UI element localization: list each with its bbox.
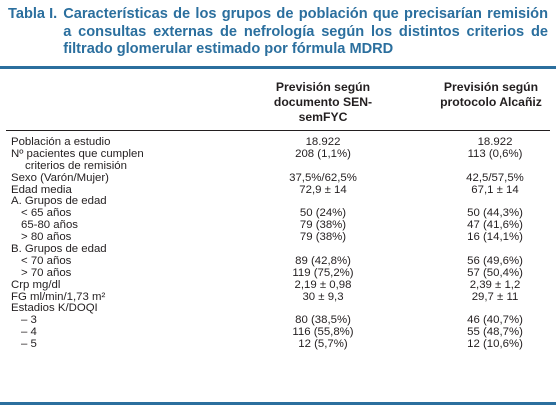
cell-alcaniz: 56 (49,6%) [467, 254, 523, 267]
column-header-alcaniz: Previsión según protocolo Alcañiz [435, 80, 547, 110]
table-row: Estadios K/DOQI [0, 303, 556, 315]
table-title: Características de los grupos de poblaci… [63, 6, 548, 57]
table-body: Población a estudio 18.922 18.922 Nº pacien… [0, 136, 556, 351]
row-label: > 80 años [21, 231, 72, 244]
table-caption: Tabla I. Características de los grupos d… [8, 6, 548, 59]
top-rule [0, 66, 556, 69]
row-label: FG ml/min/1,73 m² [11, 290, 106, 303]
table-row: – 3 80 (38,5%) 46 (40,7%) [0, 314, 556, 327]
cell-alcaniz: 2,39 ± 1,2 [469, 278, 521, 291]
cell-sen-semfyc: 12 (5,7%) [298, 338, 348, 351]
table-row: > 70 años 119 (75,2%) 57 (50,4%) [0, 266, 556, 280]
row-label: Crp mg/dl [11, 278, 61, 291]
cell-sen-semfyc: 50 (24%) [299, 207, 347, 220]
table-row: < 65 años 50 (24%) 50 (44,3%) [0, 207, 556, 220]
row-label: 65-80 años [21, 219, 78, 232]
cell-alcaniz: 55 (48,7%) [467, 326, 523, 339]
cell-sen-semfyc: 72,9 ± 14 [299, 183, 347, 196]
cell-alcaniz: 18.922 [477, 136, 513, 148]
table-row: > 80 años 79 (38%) 16 (14,1%) [0, 231, 556, 244]
cell-alcaniz: 113 (0,6%) [467, 147, 523, 160]
cell-alcaniz: 67,1 ± 14 [471, 183, 519, 196]
column-header-line: Previsión según [443, 80, 539, 94]
row-label: criterios de remisión [25, 159, 127, 172]
row-label: Sexo (Varón/Mujer) [11, 171, 109, 184]
row-label: – 5 [21, 338, 37, 351]
table-row: Población a estudio 18.922 18.922 [0, 136, 556, 149]
cell-alcaniz: 57 (50,4%) [467, 266, 523, 279]
table-label: Tabla I. [8, 6, 58, 22]
row-label: Estadios K/DOQI [11, 302, 98, 315]
cell-sen-semfyc: 79 (38%) [299, 219, 347, 232]
table-row: A. Grupos de edad [0, 196, 556, 208]
column-header-sen-semfyc: Previsión según documento SEN- semFYC [248, 80, 398, 124]
row-label: A. Grupos de edad [11, 195, 107, 208]
row-label: Población a estudio [11, 136, 111, 148]
row-label: < 65 años [21, 207, 72, 220]
table-row: Nº pacientes que cumplen 208 (1,1%) 113 (0… [0, 147, 556, 161]
cell-alcaniz: 47 (41,6%) [467, 219, 523, 232]
table-row: Crp mg/dl 2,19 ± 0,98 2,39 ± 1,2 [0, 278, 556, 292]
header-rule [6, 130, 550, 131]
cell-alcaniz: 50 (44,3%) [467, 207, 523, 220]
table-row: – 4 116 (55,8%) 55 (48,7%) [0, 326, 556, 339]
cell-sen-semfyc: 116 (55,8%) [292, 326, 354, 339]
row-label: – 4 [21, 326, 37, 339]
table-row: < 70 años 89 (42,8%) 56 (49,6%) [0, 254, 556, 268]
column-header-line: semFYC [298, 109, 348, 124]
table-row: B. Grupos de edad [0, 243, 556, 256]
table-row: criterios de remisión [0, 159, 556, 173]
row-label: Edad media [11, 183, 72, 196]
cell-sen-semfyc: 80 (38,5%) [295, 314, 351, 327]
row-label: < 70 años [21, 254, 72, 267]
row-label: > 70 años [21, 266, 72, 279]
column-header-line: Previsión según [275, 80, 371, 94]
table-row: Edad media 72,9 ± 14 67,1 ± 14 [0, 183, 556, 197]
cell-alcaniz: 42,5/57,5% [466, 171, 524, 184]
cell-sen-semfyc: 79 (38%) [299, 231, 347, 244]
row-label: Nº pacientes que cumplen [11, 147, 144, 160]
cell-sen-semfyc: 37,5%/62,5% [289, 171, 357, 184]
table-row: 65-80 años 79 (38%) 47 (41,6%) [0, 219, 556, 232]
cell-sen-semfyc: 30 ± 9,3 [302, 290, 344, 303]
cell-alcaniz: 29,7 ± 11 [471, 290, 519, 303]
column-header-line: documento SEN- [273, 94, 373, 109]
cell-alcaniz: 46 (40,7%) [467, 314, 523, 327]
cell-alcaniz: 16 (14,1%) [467, 231, 523, 244]
row-label: – 3 [21, 314, 37, 327]
cell-sen-semfyc: 208 (1,1%) [295, 147, 351, 160]
cell-sen-semfyc: 2,19 ± 0,98 [294, 278, 352, 291]
column-header-line: protocolo Alcañiz [440, 94, 542, 109]
row-label: B. Grupos de edad [11, 243, 107, 256]
table-row: FG ml/min/1,73 m² 30 ± 9,3 29,7 ± 11 [0, 290, 556, 304]
table-row: Sexo (Varón/Mujer) 37,5%/62,5% 42,5/57,5% [0, 171, 556, 185]
table-row: – 5 12 (5,7%) 12 (10,6%) [0, 338, 556, 351]
cell-sen-semfyc: 18.922 [305, 136, 341, 148]
cell-sen-semfyc: 89 (42,8%) [295, 254, 351, 267]
bottom-rule [0, 402, 556, 405]
cell-sen-semfyc: 119 (75,2%) [292, 266, 354, 279]
cell-alcaniz: 12 (10,6%) [467, 338, 523, 351]
